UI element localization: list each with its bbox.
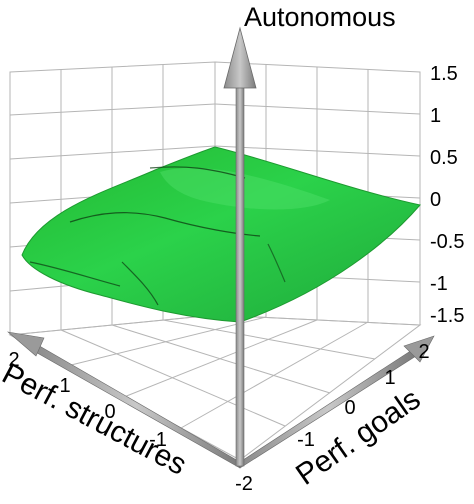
- z-tick-label: 1: [430, 105, 441, 127]
- x-tick-label: -2: [235, 473, 253, 495]
- z-tick-label: 0.5: [430, 147, 458, 169]
- z-tick-label: 0: [430, 189, 441, 211]
- y-tick-label: 1: [384, 367, 395, 389]
- z-tick-label: -1.5: [430, 305, 464, 327]
- z-axis-arrow: [223, 26, 257, 467]
- z-tick-label: 1.5: [430, 63, 458, 85]
- y-axis-head: [403, 335, 435, 363]
- surface-patch: [21, 146, 421, 323]
- x-tick-label: 1: [59, 375, 70, 397]
- z-tick-label: -0.5: [430, 231, 464, 253]
- chart-title: Autonomous: [244, 2, 396, 32]
- z-tick-label: -1: [430, 273, 448, 295]
- contour-line: [69, 212, 261, 237]
- y-tick-labels: -1 0 1 2: [297, 341, 429, 451]
- z-axis-shaft: [235, 83, 245, 467]
- z-axis-head: [223, 26, 257, 89]
- contour-line: [149, 166, 246, 179]
- x-tick-label: 0: [104, 401, 115, 423]
- z-tick-labels: 1.5 1 0.5 0 -0.5 -1 -1.5: [430, 63, 464, 327]
- x-axis-head: [6, 331, 45, 357]
- contour-line: [267, 243, 286, 283]
- x-tick-label: -1: [149, 429, 167, 451]
- floor-grid: [8, 314, 422, 461]
- x-tick-label: 2: [8, 349, 19, 371]
- y-tick-label: 2: [418, 341, 429, 363]
- y-tick-label: 0: [344, 397, 355, 419]
- contour-line: [29, 261, 121, 287]
- floor-gridline: [111, 324, 331, 394]
- x-tick-labels: 2 1 0 -1 -2: [8, 349, 252, 495]
- surface-highlight: [160, 167, 330, 210]
- y-tick-label: -1: [297, 429, 315, 451]
- floor-gridline: [180, 321, 369, 429]
- floor-gridline: [60, 329, 286, 427]
- floor-gridline: [162, 319, 376, 360]
- contour-line: [121, 261, 159, 306]
- response-surface: [21, 146, 421, 323]
